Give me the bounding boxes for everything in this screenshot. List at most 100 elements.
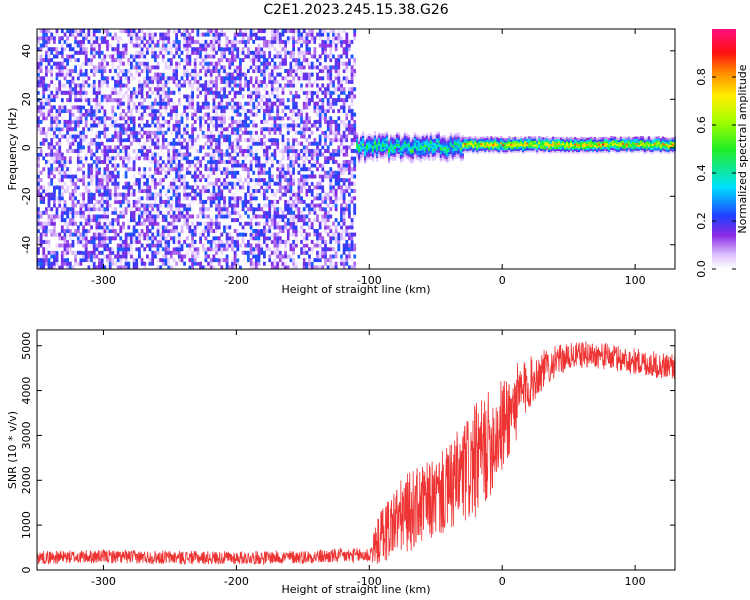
heatmap-cell <box>191 90 194 95</box>
heatmap-cell <box>273 214 277 219</box>
heatmap-cell <box>247 199 250 204</box>
heatmap-cell <box>255 236 258 241</box>
heatmap-cell <box>87 163 91 168</box>
heatmap-cell <box>215 243 218 248</box>
heatmap-cell <box>278 149 282 153</box>
heatmap-cell <box>130 134 133 139</box>
heatmap-cell <box>247 207 250 212</box>
heatmap-cell <box>340 134 343 139</box>
heatmap-cell <box>215 167 218 172</box>
heatmap-cell <box>284 69 287 73</box>
heatmap-cell <box>268 207 272 212</box>
heatmap-cell <box>76 123 80 128</box>
heatmap-cell <box>188 36 192 41</box>
heatmap-cell <box>177 47 181 52</box>
heatmap-cell <box>257 225 261 230</box>
heatmap-cell <box>281 261 285 266</box>
heatmap-cell <box>326 181 330 186</box>
heatmap-cell <box>122 250 125 255</box>
heatmap-cell <box>60 83 64 88</box>
heatmap-cell <box>270 72 274 77</box>
heatmap-cell <box>324 90 327 95</box>
heatmap-cell <box>53 192 56 197</box>
heatmap-cell <box>273 116 277 121</box>
heatmap-cell <box>119 225 123 230</box>
heatmap-cell <box>106 261 109 266</box>
heatmap-cell <box>220 152 224 157</box>
heatmap-cell <box>167 163 171 168</box>
heatmap-cell <box>310 32 314 37</box>
heatmap-cell <box>45 65 48 70</box>
heatmap-cell <box>249 185 253 190</box>
heatmap-cell <box>223 116 226 121</box>
heatmap-cell <box>58 123 62 128</box>
heatmap-cell <box>334 138 338 143</box>
heatmap-cell <box>53 105 56 110</box>
heatmap-cell <box>332 170 335 175</box>
heatmap-cell <box>106 47 109 52</box>
heatmap-cell <box>201 130 205 135</box>
heatmap-cell <box>193 119 197 124</box>
heatmap-cell <box>231 130 234 135</box>
heatmap-cell <box>268 236 272 241</box>
heatmap-cell <box>37 98 40 103</box>
heatmap-cell <box>215 90 218 95</box>
heatmap-cell <box>127 29 131 33</box>
heatmap-cell <box>220 196 224 201</box>
heatmap-cell <box>193 112 197 117</box>
heatmap-cell <box>124 236 128 241</box>
heatmap-cell <box>340 138 343 143</box>
heatmap-cell <box>300 167 303 172</box>
heatmap-cell <box>201 265 205 270</box>
heatmap-cell <box>53 134 56 139</box>
heatmap-cell <box>60 192 64 197</box>
heatmap-cell <box>82 39 85 44</box>
heatmap-cell <box>127 236 131 241</box>
heatmap-cell <box>302 174 306 179</box>
heatmap-cell <box>135 130 139 135</box>
heatmap-cell <box>185 181 189 186</box>
heatmap-cell <box>278 123 282 128</box>
heatmap-cell <box>340 141 343 146</box>
heatmap-cell <box>239 61 242 66</box>
heatmap-cell <box>98 265 101 270</box>
heatmap-cell <box>191 72 194 77</box>
heatmap-cell <box>130 65 133 70</box>
heatmap-cell <box>164 203 168 208</box>
heatmap-cell <box>122 130 125 135</box>
heatmap-cell <box>255 181 258 186</box>
heatmap-cell <box>98 79 101 84</box>
heatmap-cell <box>289 72 293 77</box>
heatmap-cell <box>164 214 168 219</box>
heatmap-cell <box>124 265 128 270</box>
heatmap-cell <box>138 65 141 70</box>
heatmap-cell <box>257 58 261 63</box>
heatmap-cell <box>71 225 75 230</box>
heatmap-cell <box>215 214 218 219</box>
heatmap-cell <box>273 261 277 266</box>
heatmap-cell <box>76 199 80 204</box>
heatmap-cell <box>114 258 117 263</box>
heatmap-cell <box>239 174 242 179</box>
heatmap-cell <box>313 105 317 110</box>
heatmap-cell <box>212 254 216 259</box>
heatmap-cell <box>156 152 160 157</box>
heatmap-cell <box>292 47 295 52</box>
heatmap-cell <box>143 225 147 230</box>
heatmap-cell <box>111 261 115 266</box>
heatmap-cell <box>207 221 210 226</box>
heatmap-cell <box>247 83 250 88</box>
heatmap-cell <box>161 116 165 121</box>
heatmap-cell <box>334 181 338 186</box>
heatmap-cell <box>58 87 62 92</box>
heatmap-cell <box>337 61 341 66</box>
heatmap-cell <box>308 232 311 237</box>
heatmap-cell <box>108 149 112 153</box>
heatmap-cell <box>92 109 96 113</box>
heatmap-cell <box>305 145 309 150</box>
heatmap-cell <box>63 174 67 179</box>
heatmap-cell <box>103 109 107 113</box>
heatmap-cell <box>55 32 59 37</box>
heatmap-cell <box>188 138 192 143</box>
heatmap-cell <box>217 214 221 219</box>
